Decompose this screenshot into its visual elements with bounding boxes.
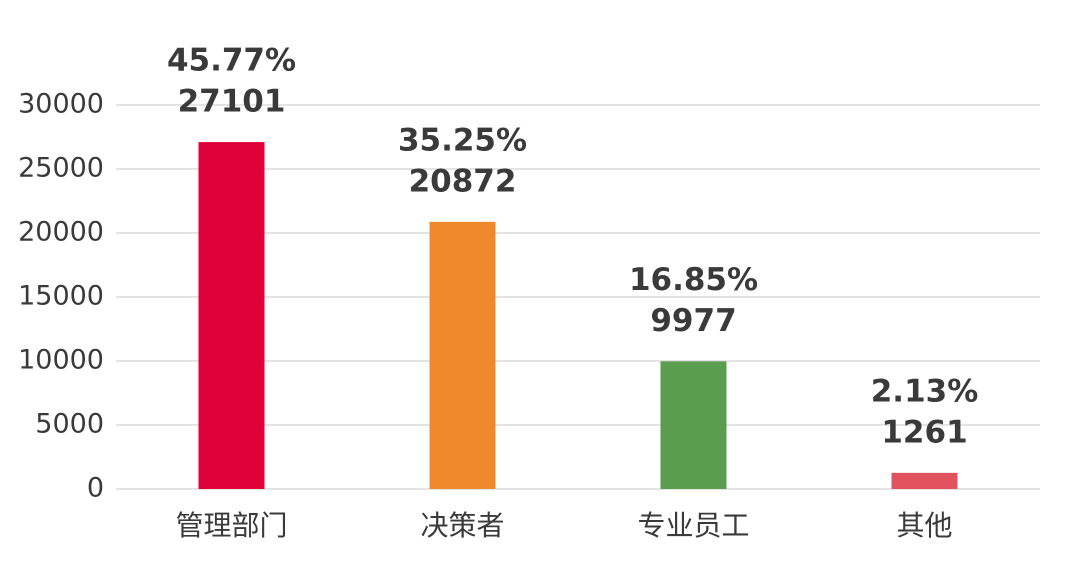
y-tick-label: 20000 [18,217,104,248]
x-tick-label: 管理部门 [175,509,287,542]
share-label: 35.25% [398,122,527,158]
bar [891,472,958,489]
x-tick-label: 决策者 [420,509,504,542]
y-tick-label: 25000 [18,153,104,184]
y-tick-label: 10000 [18,345,104,376]
y-tick-label: 5000 [35,409,104,440]
y-tick-label: 15000 [18,281,104,312]
share-label: 45.77% [167,43,296,79]
value-label: 27101 [178,84,286,120]
x-tick-label: 其他 [896,509,952,542]
bar [429,221,496,490]
share-label: 2.13% [871,373,979,409]
value-label: 9977 [650,303,736,339]
bar [198,142,265,490]
value-label: 20872 [409,163,517,199]
value-label: 1261 [881,414,967,450]
y-tick-label: 0 [87,473,104,504]
x-tick-label: 专业员工 [637,509,749,542]
share-label: 16.85% [629,262,758,298]
y-tick-label: 30000 [18,89,104,120]
bar [660,361,727,489]
